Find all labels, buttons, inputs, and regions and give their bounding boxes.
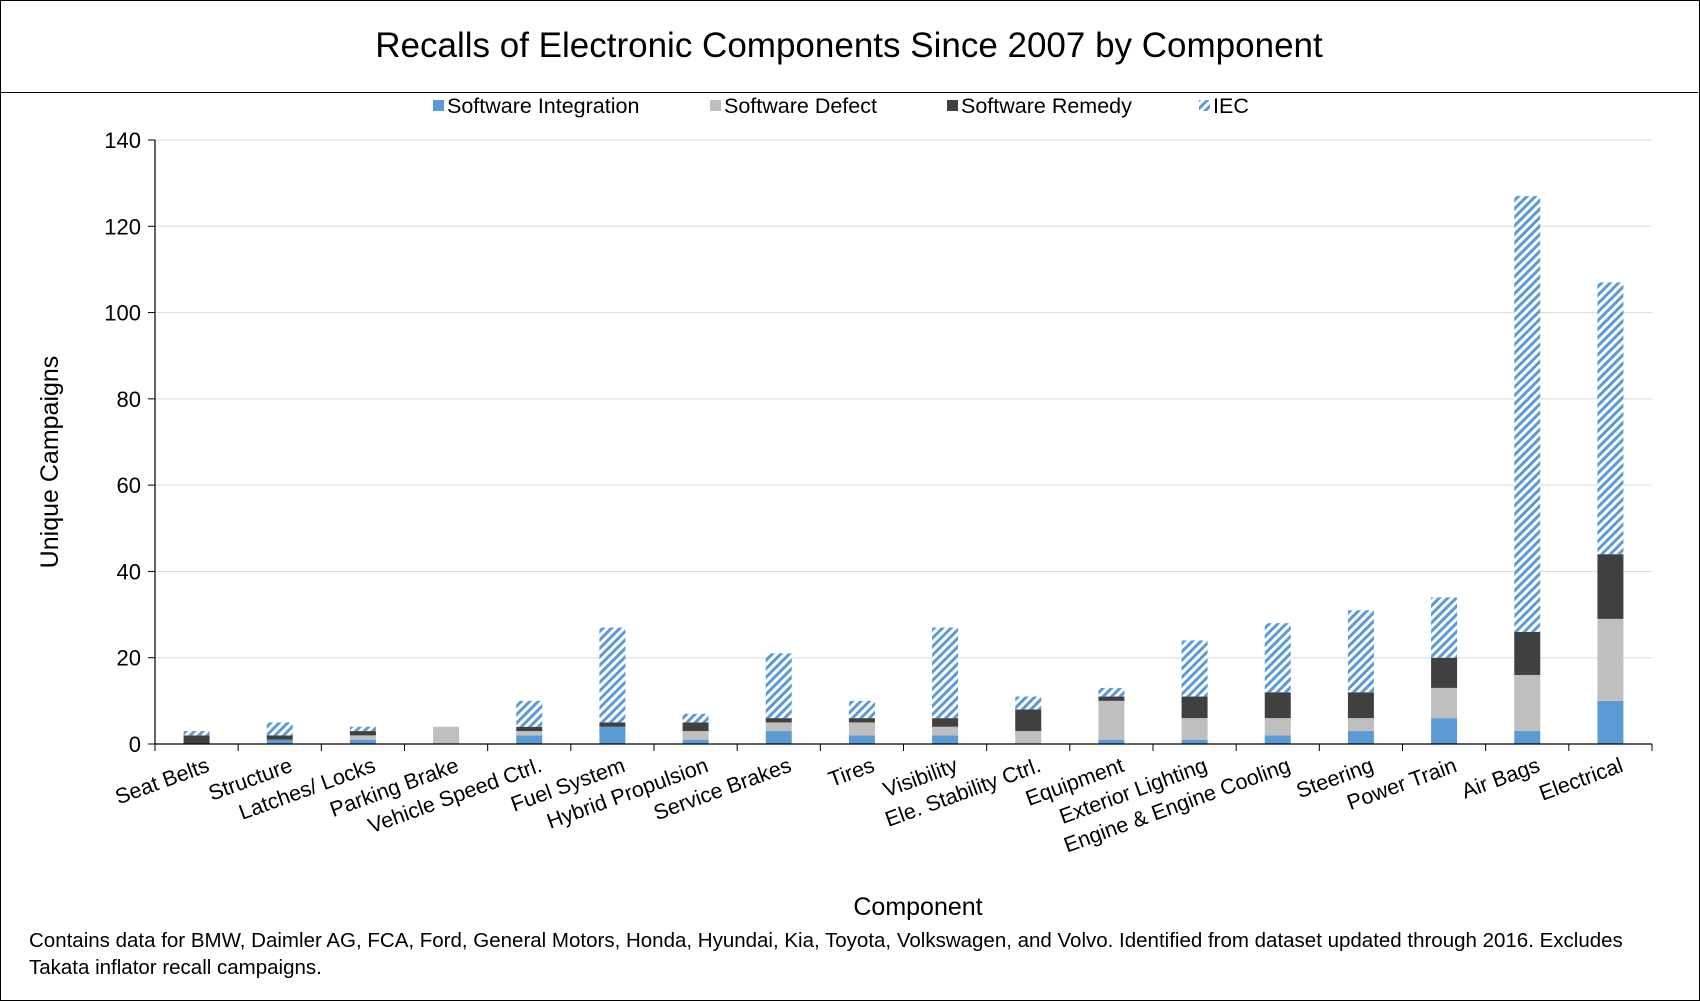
bar-segment-software-remedy — [1015, 709, 1042, 732]
bars — [183, 196, 1624, 744]
y-tick-label: 20 — [117, 646, 141, 671]
legend-swatch — [433, 100, 444, 111]
bar-segment-software-remedy — [765, 718, 792, 723]
bar-segment-software-remedy — [1597, 554, 1624, 619]
bar-segment-software-integration — [682, 739, 709, 744]
bar-segment-software-defect — [765, 722, 792, 732]
bar-segment-iec — [1015, 696, 1042, 710]
bar-segment-software-integration — [765, 731, 792, 744]
bar-segment-iec — [1264, 623, 1291, 693]
legend: Software Integration Software Defect Softw… — [433, 94, 1249, 118]
bar-segment-iec — [1514, 196, 1541, 632]
bar-segment-software-defect — [516, 731, 543, 736]
bar-segment-software-defect — [1347, 718, 1374, 732]
bar-segment-software-defect — [349, 735, 376, 740]
bar-segment-software-integration — [1431, 718, 1458, 744]
bar-segment-software-remedy — [1514, 631, 1541, 675]
gridlines — [155, 139, 1652, 659]
chart-title: Recalls of Electronic Components Since 2… — [375, 26, 1323, 65]
bar-segment-software-integration — [1098, 739, 1125, 744]
bar-segment-iec — [599, 627, 626, 723]
bar-segment-iec — [1597, 282, 1624, 555]
bar-segment-iec — [516, 700, 543, 727]
bar-segment-software-remedy — [516, 726, 543, 732]
legend-label: Software Defect — [724, 94, 877, 118]
bar-segment-software-integration — [1264, 735, 1291, 744]
bar-segment-iec — [1181, 640, 1208, 697]
bar-segment-iec — [183, 731, 210, 736]
bar-segment-iec — [1431, 597, 1458, 658]
x-axis-label: Component — [853, 893, 982, 921]
y-axis-label: Unique Campaigns — [36, 356, 64, 569]
bar-segment-software-remedy — [599, 722, 626, 727]
bar-segment-iec — [266, 722, 293, 736]
legend-label: Software Integration — [447, 94, 639, 118]
bar-segment-software-defect — [1597, 618, 1624, 701]
bar-segment-software-integration — [599, 726, 626, 744]
bar-segment-software-integration — [1181, 739, 1208, 744]
bar-segment-software-defect — [1431, 687, 1458, 719]
footnote: Contains data for BMW, Daimler AG, FCA, … — [29, 929, 1623, 979]
legend-label: IEC — [1213, 94, 1249, 118]
bar-segment-software-remedy — [1098, 696, 1125, 701]
y-tick-label: 0 — [129, 732, 141, 757]
bar-segment-software-defect — [433, 726, 460, 744]
bar-segment-software-remedy — [1264, 692, 1291, 719]
y-tick-label: 100 — [104, 301, 141, 326]
x-tick-label: Air Bags — [1458, 753, 1543, 803]
bar-segment-software-integration — [516, 735, 543, 744]
bar-segment-software-defect — [848, 722, 875, 736]
bar-segment-iec — [932, 627, 959, 719]
bar-segment-software-integration — [848, 735, 875, 744]
bar-segment-software-defect — [1264, 718, 1291, 736]
legend-swatch — [947, 100, 958, 111]
bar-segment-software-integration — [1597, 700, 1624, 744]
bar-segment-iec — [682, 713, 709, 723]
bar-segment-iec — [1098, 687, 1125, 697]
x-tick-label: Seat Belts — [112, 753, 212, 809]
bar-segment-software-integration — [349, 739, 376, 744]
y-tick-label: 120 — [104, 214, 141, 239]
bar-segment-software-defect — [1098, 700, 1125, 740]
bar-segment-software-remedy — [1181, 696, 1208, 719]
chart-title-box: Recalls of Electronic Components Since 2… — [0, 0, 1698, 93]
y-tick-label: 140 — [104, 128, 141, 153]
y-tick-label: 60 — [117, 473, 141, 498]
legend-swatch — [710, 100, 721, 111]
bar-segment-software-integration — [1347, 731, 1374, 744]
bar-segment-software-remedy — [682, 722, 709, 732]
bar-segment-software-remedy — [932, 718, 959, 727]
bar-segment-iec — [1347, 610, 1374, 693]
bar-segment-software-remedy — [349, 731, 376, 736]
bar-segment-iec — [765, 653, 792, 719]
bar-segment-software-integration — [932, 735, 959, 744]
legend-swatch — [1199, 100, 1210, 111]
x-tick-label: Tires — [825, 753, 877, 792]
bar-segment-software-remedy — [848, 718, 875, 723]
legend-label: Software Remedy — [961, 94, 1132, 118]
bar-segment-software-defect — [682, 731, 709, 740]
bar-segment-software-defect — [1514, 674, 1541, 732]
bar-segment-software-remedy — [266, 735, 293, 740]
x-tick-label: Electrical — [1536, 753, 1626, 805]
bar-segment-iec — [848, 700, 875, 719]
bar-segment-software-integration — [1514, 731, 1541, 744]
bar-segment-software-integration — [266, 739, 293, 744]
bar-segment-iec — [349, 726, 376, 732]
y-tick-label: 40 — [117, 559, 141, 584]
bar-segment-software-defect — [1181, 718, 1208, 740]
bar-segment-software-defect — [1015, 731, 1042, 744]
bar-segment-software-defect — [932, 726, 959, 736]
bar-segment-software-remedy — [1431, 657, 1458, 688]
y-tick-label: 80 — [117, 387, 141, 412]
bar-segment-software-remedy — [183, 735, 210, 744]
bar-segment-software-remedy — [1347, 692, 1374, 719]
